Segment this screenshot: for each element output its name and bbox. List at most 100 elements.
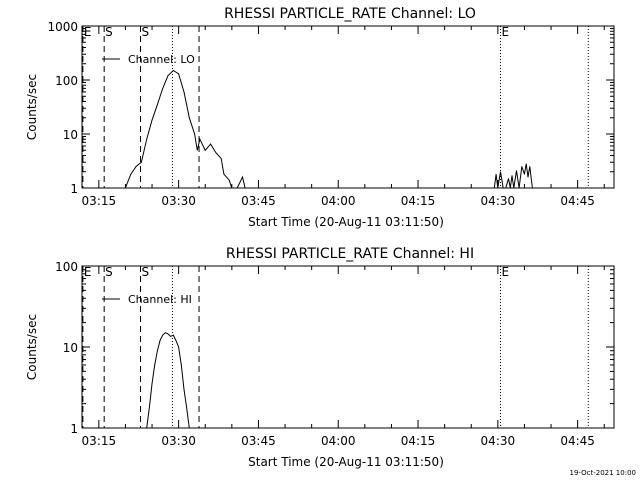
lo-y-tick-label: 1 bbox=[70, 182, 78, 196]
hi-data-point bbox=[148, 406, 150, 408]
lo-data-point bbox=[215, 152, 217, 154]
lo-data-point bbox=[223, 173, 225, 175]
hi-x-tick-label: 04:45 bbox=[560, 434, 595, 448]
lo-data-point bbox=[151, 119, 153, 121]
lo-data-point bbox=[146, 138, 148, 140]
hi-event-marker-label: E bbox=[84, 265, 92, 279]
lo-data-point bbox=[167, 75, 169, 77]
lo-data-point bbox=[529, 166, 531, 167]
lo-y-tick-label: 100 bbox=[55, 74, 78, 88]
lo-data-point bbox=[502, 187, 504, 189]
lo-plot-area: 03:15 03:30 03:45 04:00 04:15 04:30 04:45 1 10 10… bbox=[47, 20, 615, 208]
lo-data-point bbox=[228, 179, 230, 181]
lo-data-point bbox=[125, 187, 126, 189]
lo-x-tick-label: 04:15 bbox=[401, 194, 436, 208]
lo-data-point bbox=[236, 187, 238, 189]
lo-data-point bbox=[242, 176, 243, 178]
hi-y-axis-label: Counts/sec bbox=[25, 314, 39, 380]
lo-x-axis-label: Start Time (20-Aug-11 03:11:50) bbox=[248, 215, 444, 229]
hi-data-point bbox=[146, 427, 148, 429]
lo-data-point bbox=[156, 104, 158, 106]
lo-data-point bbox=[511, 175, 513, 176]
hi-data-point bbox=[151, 383, 153, 385]
lo-data-point bbox=[135, 166, 137, 167]
hi-data-point bbox=[170, 336, 172, 337]
lo-series-line bbox=[493, 163, 533, 189]
lo-data-point bbox=[204, 149, 206, 151]
hi-x-tick-label: 04:15 bbox=[401, 434, 436, 448]
hi-data-point bbox=[164, 332, 166, 334]
hi-data-point bbox=[154, 364, 156, 366]
lo-data-point bbox=[497, 187, 499, 189]
lo-event-marker-label: S bbox=[105, 25, 113, 39]
hi-x-tick-label: 03:15 bbox=[82, 434, 117, 448]
lo-data-point bbox=[178, 73, 180, 75]
hi-data-point bbox=[167, 333, 169, 335]
hi-x-tick-label: 04:30 bbox=[481, 434, 516, 448]
hi-x-tick-label: 04:00 bbox=[321, 434, 356, 448]
hi-y-tick-label: 1 bbox=[70, 422, 78, 436]
lo-x-tick-label: 03:30 bbox=[161, 194, 196, 208]
hi-data-point bbox=[162, 334, 164, 336]
lo-data-point bbox=[495, 173, 497, 175]
hi-x-tick-label: 03:45 bbox=[241, 434, 276, 448]
lo-x-tick-label: 03:45 bbox=[241, 194, 276, 208]
lo-x-tick-label: 04:30 bbox=[481, 194, 516, 208]
lo-x-tick-label: 04:45 bbox=[560, 194, 595, 208]
lo-plot-frame bbox=[81, 25, 615, 189]
lo-data-point bbox=[516, 170, 517, 172]
hi-event-marker-label: S bbox=[142, 265, 150, 279]
hi-data-point bbox=[159, 340, 161, 341]
hi-event-marker-label: E bbox=[502, 265, 510, 279]
lo-data-point bbox=[172, 70, 174, 71]
lo-data-point bbox=[513, 187, 515, 189]
hi-data-point bbox=[175, 340, 177, 341]
lo-data-point bbox=[527, 176, 529, 178]
hi-data-point bbox=[188, 427, 190, 429]
lo-data-point bbox=[194, 133, 196, 135]
hi-data-point bbox=[183, 388, 185, 390]
lo-data-point bbox=[210, 143, 211, 145]
lo-data-point bbox=[500, 171, 501, 173]
lo-data-point bbox=[231, 187, 233, 189]
lo-data-point bbox=[505, 187, 507, 189]
lo-event-marker-label: E bbox=[502, 25, 510, 39]
lo-chart-title: RHESSI PARTICLE_RATE Channel: LO bbox=[224, 6, 476, 22]
hi-plot-area: 03:15 03:30 03:45 04:00 04:15 04:30 04:45 1 10 10… bbox=[55, 260, 615, 448]
hi-data-point bbox=[180, 364, 182, 366]
lo-legend-label: Channel: LO bbox=[128, 53, 195, 66]
lo-y-axis-label: Counts/sec bbox=[25, 74, 39, 140]
footer-timestamp: 19-Oct-2021 10:00 bbox=[570, 469, 636, 477]
hi-event-marker-label: S bbox=[105, 265, 113, 279]
lo-data-point bbox=[525, 163, 527, 165]
hi-channel-panel: RHESSI PARTICLE_RATE Channel: HI Counts/… bbox=[25, 246, 615, 469]
lo-x-tick-label: 03:15 bbox=[82, 194, 117, 208]
lo-y-tick-label: 1000 bbox=[47, 20, 78, 34]
lo-data-point bbox=[183, 91, 185, 93]
lo-data-point bbox=[188, 117, 190, 119]
lo-data-point bbox=[532, 187, 533, 189]
hi-data-point bbox=[156, 350, 158, 352]
lo-data-point bbox=[493, 187, 495, 189]
lo-data-point bbox=[509, 187, 511, 189]
hi-data-point bbox=[186, 406, 188, 408]
hi-legend-label: Channel: HI bbox=[128, 293, 192, 306]
lo-data-point bbox=[199, 138, 201, 140]
hi-data-point bbox=[178, 346, 180, 348]
lo-data-point bbox=[508, 178, 509, 179]
hi-y-tick-label: 10 bbox=[63, 341, 78, 355]
lo-data-point bbox=[130, 173, 132, 175]
lo-event-marker-label: S bbox=[142, 25, 150, 39]
lo-x-tick-label: 04:00 bbox=[321, 194, 356, 208]
hi-data-point bbox=[172, 334, 174, 336]
hi-y-tick-label: 100 bbox=[55, 260, 78, 274]
hi-chart-title: RHESSI PARTICLE_RATE Channel: HI bbox=[226, 246, 474, 262]
lo-data-point bbox=[524, 173, 525, 175]
hi-x-tick-label: 03:30 bbox=[161, 434, 196, 448]
lo-data-point bbox=[141, 161, 142, 163]
lo-data-point bbox=[220, 158, 222, 160]
lo-channel-panel: RHESSI PARTICLE_RATE Channel: LO Counts/… bbox=[25, 6, 615, 229]
lo-series-line bbox=[124, 69, 246, 189]
